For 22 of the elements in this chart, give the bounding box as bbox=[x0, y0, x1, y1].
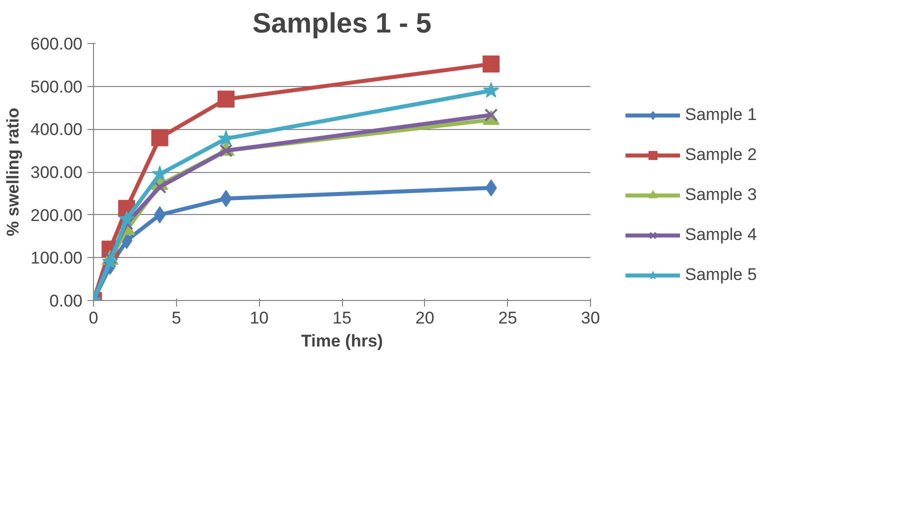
legend-label: Sample 4 bbox=[685, 225, 757, 245]
x-tick-label: 10 bbox=[250, 308, 269, 328]
legend-label: Sample 1 bbox=[685, 105, 757, 125]
x-tick-label: 15 bbox=[332, 308, 352, 328]
x-tick-label: 30 bbox=[581, 308, 600, 328]
y-tick-label: 200.00 bbox=[30, 206, 83, 225]
x-tick-label: 25 bbox=[498, 308, 518, 328]
x-tick-label: 0 bbox=[88, 308, 98, 328]
y-tick-label: 0.00 bbox=[49, 292, 83, 310]
x-tick-label: 20 bbox=[415, 308, 434, 328]
y-tick-label: 300.00 bbox=[30, 163, 83, 182]
legend-label: Sample 2 bbox=[685, 145, 757, 165]
y-tick-label: 100.00 bbox=[30, 248, 83, 268]
y-tick-label: 400.00 bbox=[30, 120, 83, 140]
x-tick-label: 5 bbox=[172, 308, 182, 328]
x-axis-title: Time (hrs) bbox=[301, 332, 383, 350]
y-axis-title: % swelling ratio bbox=[4, 108, 23, 236]
chart-title: Samples 1 - 5 bbox=[252, 8, 432, 38]
legend-label: Sample 5 bbox=[685, 265, 757, 285]
y-tick-label: 500.00 bbox=[30, 77, 83, 96]
y-tick-label: 600.00 bbox=[30, 34, 83, 54]
legend-label: Sample 3 bbox=[685, 185, 757, 205]
